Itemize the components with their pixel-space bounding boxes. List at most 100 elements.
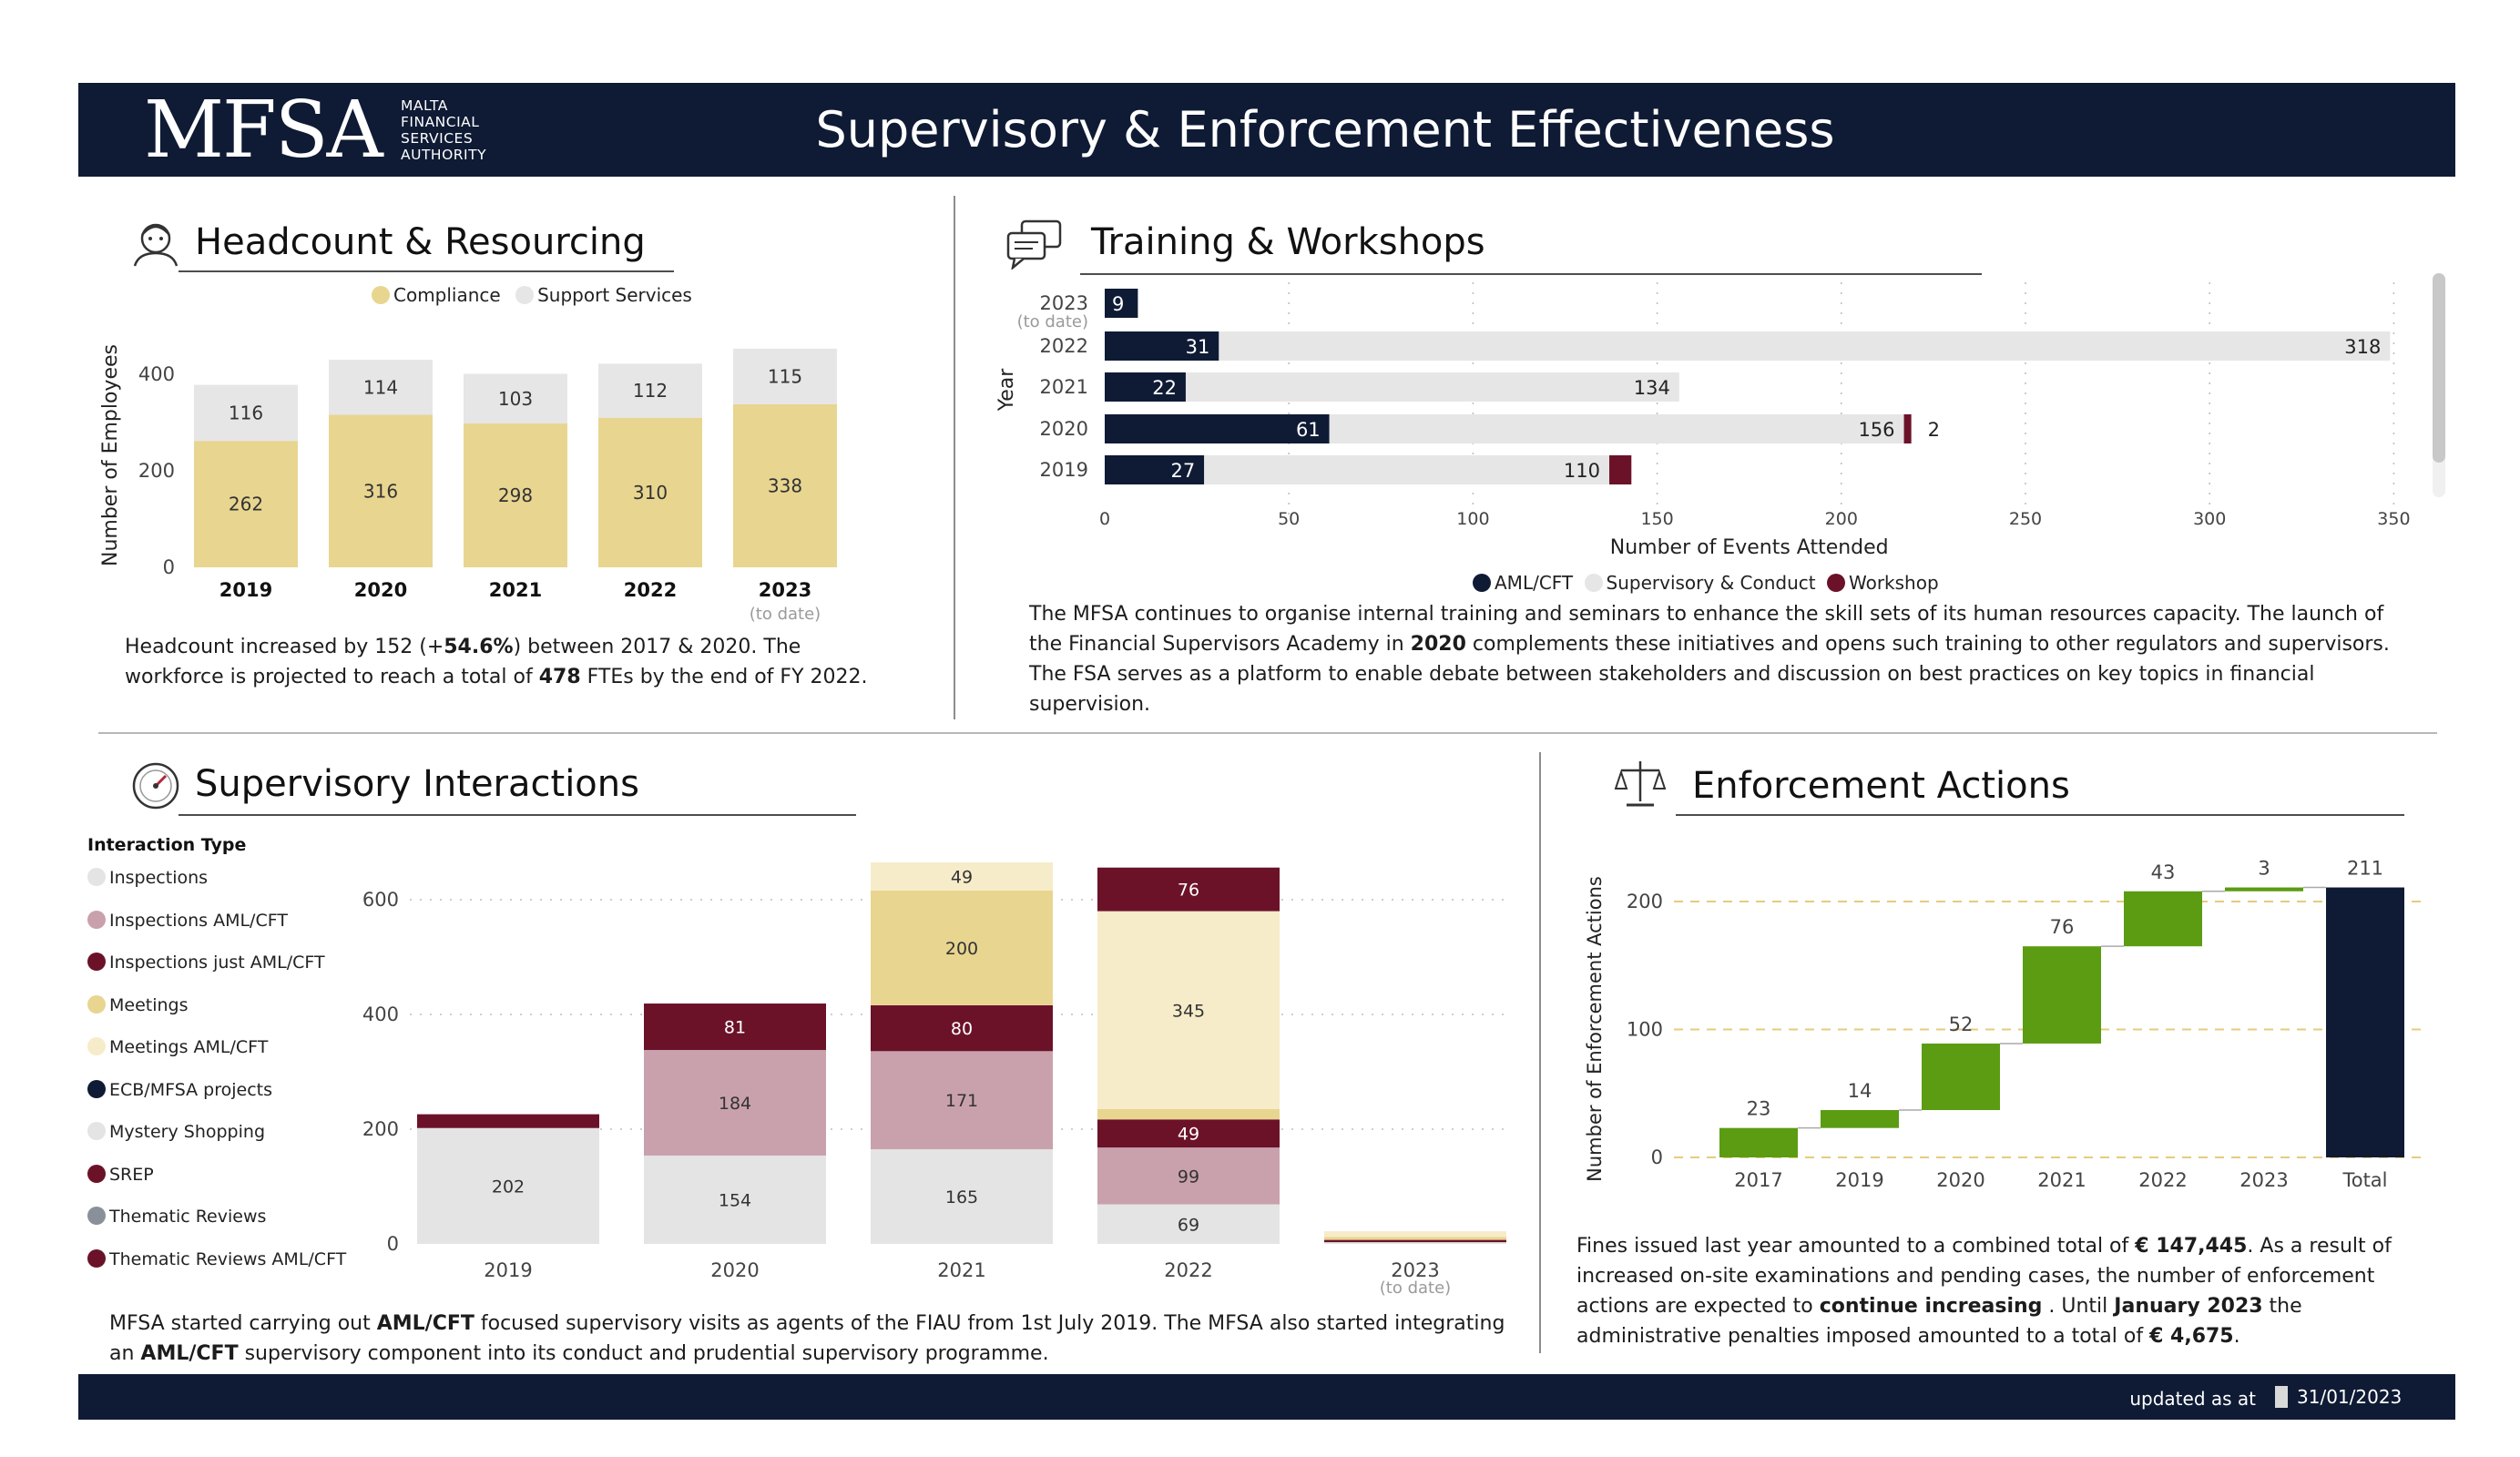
calendar-icon [2275,1386,2288,1408]
bar-segment [1903,414,1912,443]
page-title: Supervisory & Enforcement Effectiveness [815,101,1835,158]
interactions-title-rule [179,814,856,816]
bar-segment [2023,946,2101,1044]
bar-segment [2326,887,2404,1157]
data-label: 14 [1848,1080,1872,1102]
bar-segment [1105,414,1330,443]
bar-segment [598,363,702,418]
legend-label: Inspections AML/CFT [109,910,288,931]
data-label: 171 [945,1091,978,1111]
legend-swatch [87,1079,106,1098]
bar-segment [1719,1127,1798,1157]
training-scrollbar-thumb[interactable] [2433,273,2445,463]
legend-swatch [87,1207,106,1225]
x-tick-label: 2019 [1835,1169,1883,1191]
data-label: 115 [768,365,802,387]
data-label: 52 [1949,1014,1974,1035]
bar-segment [1609,455,1632,484]
x-tick-label: 2022 [624,579,677,601]
interactions-legend-item: Thematic Reviews AML/CFT [87,1248,346,1269]
x-tick-note: (to date) [1380,1279,1451,1298]
data-label: 2 [1928,419,1940,441]
data-label: 156 [1858,419,1894,441]
bar-segment [1324,1242,1506,1244]
y-tick-label: 200 [1627,891,1663,912]
interactions-legend-item: Meetings [87,994,189,1015]
x-tick-label: 2023 [1391,1259,1439,1281]
x-tick-label: 2019 [484,1259,532,1281]
x-tick-label: 2021 [489,579,542,601]
training-text: The MFSA continues to organise internal … [1029,603,2390,716]
legend-label: SREP [109,1164,154,1185]
data-label: 61 [1296,419,1321,441]
legend-label: ECB/MFSA projects [109,1079,272,1100]
bar-segment [1105,331,1219,361]
training-legend: AML/CFT Supervisory & Conduct Workshop [1473,572,1939,594]
bar-segment [1324,1239,1506,1243]
x-tick-label: 350 [2377,509,2410,529]
data-label: 110 [1564,460,1600,482]
legend-label: Inspections [109,868,209,888]
headcount-legend: Compliance Support Services [372,284,692,306]
data-label: 9 [1112,293,1124,315]
legend-item-compliance: Compliance [372,284,501,306]
x-tick-label: 2020 [710,1259,759,1281]
data-label: 114 [363,376,398,398]
interactions-legend-title: Interaction Type [87,835,247,855]
bar-segment [1097,1108,1280,1120]
legend-label: Inspections just AML/CFT [109,953,325,973]
data-label: 69 [1178,1215,1199,1235]
interactions-legend-item: Inspections AML/CFT [87,910,288,931]
legend-label: Meetings [109,994,189,1015]
bar-segment [871,890,1053,1005]
x-tick-label: 2023 [2239,1169,2288,1191]
headcount-title-rule [179,270,674,272]
bar-segment [464,373,567,424]
bar-segment [1097,1204,1280,1244]
data-label: 318 [2344,336,2381,358]
data-label: 99 [1178,1167,1199,1187]
enforcement-title-rule [1676,814,2404,816]
y-tick-note: (to date) [1017,312,1088,331]
bar-segment [1821,1110,1899,1128]
headcount-y-axis-label: Number of Employees [99,344,122,566]
bar-segment [1097,867,1280,912]
bar-segment [1922,1043,2000,1111]
interactions-chart: 0 200 400 600 202 2019 154 184 81 2020 165 171 80 200… [362,862,1512,1298]
y-tick-label: 200 [138,460,175,482]
headcount-text: Headcount increased by 152 (+54.6%) betw… [125,636,868,688]
enforcement-chart: Number of Enforcement Actions 0 100 200 23 20… [1584,858,2423,1191]
bar-segment [194,384,298,442]
data-label: 184 [719,1094,751,1114]
data-label: 22 [1152,377,1177,399]
enforcement-title: Enforcement Actions [1692,765,2070,807]
legend-label: Compliance [393,284,501,306]
data-label: 27 [1170,460,1195,482]
data-label: 116 [229,402,263,423]
data-label: 31 [1186,336,1210,358]
x-tick-label: 2023 [759,579,811,601]
interactions-legend-item: Thematic Reviews [87,1207,266,1227]
interactions-legend-item: Inspections just AML/CFT [87,953,325,973]
y-tick-label: 400 [138,363,175,385]
y-tick-label: 600 [362,889,399,911]
bar-segment [1185,372,1679,402]
legend-swatch [87,910,106,929]
bar-segment [1097,1147,1280,1205]
enforcement-y-axis-label: Number of Enforcement Actions [1584,876,1606,1182]
data-label: 154 [719,1190,751,1210]
x-tick-label: 2021 [2037,1169,2086,1191]
bar-segment [1324,1237,1506,1240]
bar-segment [417,1114,599,1128]
y-tick-label: 2023 [1040,292,1088,314]
bar-segment [644,1155,826,1244]
y-tick-label: 2022 [1040,335,1088,357]
legend-swatch [87,1122,106,1140]
bar-segment [733,403,837,567]
chat-icon [1005,219,1064,273]
gauge-icon [131,761,180,814]
legend-swatch [87,1164,106,1183]
x-tick-label: 200 [1825,509,1858,529]
data-label: 3 [2258,858,2270,880]
x-tick-label: 2022 [1164,1259,1212,1281]
